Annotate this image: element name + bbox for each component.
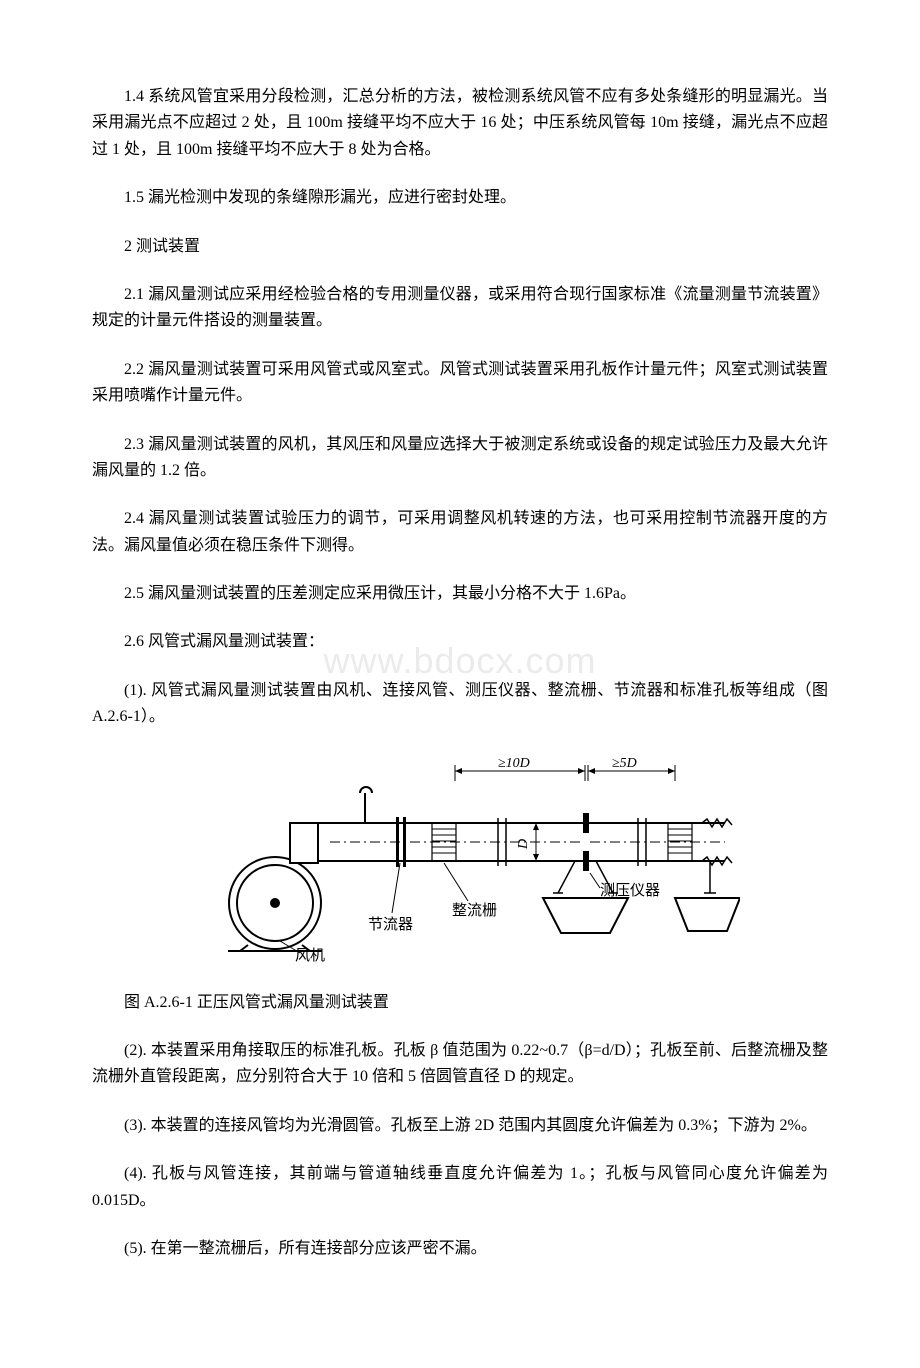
- figure-a261: ≥10D ≥5D: [92, 753, 828, 968]
- end-gauge: [675, 861, 740, 931]
- label-gauge: 测压仪器: [590, 873, 660, 899]
- figure-caption: 图 A.2.6-1 正压风管式漏风量测试装置: [92, 990, 828, 1016]
- paragraph-2-6-3: (3). 本装置的连接风管均为光滑圆管。孔板至上游 2D 范围内其圆度允许偏差为…: [92, 1113, 828, 1139]
- gauge-label: 测压仪器: [600, 882, 660, 899]
- fan-label: 风机: [295, 947, 325, 963]
- dimension-10d: ≥10D: [455, 756, 585, 781]
- throttle-handle: [360, 787, 372, 823]
- paragraph-1-5: 1.5 漏光检测中发现的条缝隙形漏光，应进行密封处理。: [92, 185, 828, 211]
- duct-leak-test-diagram-svg: ≥10D ≥5D: [180, 753, 740, 963]
- paragraph-2-2: 2.2 漏风量测试装置可采用风管式或风室式。风管式测试装置采用孔板作计量元件；风…: [92, 357, 828, 410]
- dim-10d-label: ≥10D: [498, 756, 530, 771]
- rectifier-label: 整流栅: [452, 902, 497, 919]
- paragraph-2-6-5: (5). 在第一整流栅后，所有连接部分应该严密不漏。: [92, 1236, 828, 1262]
- dimension-5d: ≥5D: [588, 756, 675, 781]
- paragraph-2-6: 2.6 风管式漏风量测试装置：: [92, 629, 828, 655]
- fan-symbol: [210, 823, 330, 951]
- dim-d-label: D: [516, 839, 531, 850]
- paragraph-2-6-1: (1). 风管式漏风量测试装置由风机、连接风管、测压仪器、整流栅、节流器和标准孔…: [92, 678, 828, 731]
- paragraph-2-6-4: (4). 孔板与风管连接，其前端与管道轴线垂直度允许偏差为 1。；孔板与风管同心…: [92, 1161, 828, 1214]
- section-heading-2: 2 测试装置: [92, 234, 828, 260]
- orifice-plate: [543, 813, 628, 933]
- dimension-d: D: [516, 823, 539, 861]
- throttle-label: 节流器: [368, 916, 413, 933]
- paragraph-2-6-2: (2). 本装置采用角接取压的标准孔板。孔板 β 值范围为 0.22~0.7（β…: [92, 1038, 828, 1091]
- paragraph-2-3: 2.3 漏风量测试装置的风机，其风压和风量应选择大于被测定系统或设备的规定试验压…: [92, 432, 828, 485]
- paragraph-2-5: 2.5 漏风量测试装置的压差测定应采用微压计，其最小分格不大于 1.6Pa。: [92, 581, 828, 607]
- paragraph-2-1: 2.1 漏风量测试应采用经检验合格的专用测量仪器，或采用符合现行国家标准《流量测…: [92, 282, 828, 335]
- paragraph-1-4: 1.4 系统风管宜采用分段检测，汇总分析的方法，被检测系统风管不应有多处条缝形的…: [92, 84, 828, 163]
- dim-5d-label: ≥5D: [612, 756, 637, 771]
- label-rectifier: 整流栅: [444, 863, 497, 919]
- label-throttle: 节流器: [368, 863, 413, 933]
- flange-1: [396, 817, 406, 867]
- paragraph-2-4: 2.4 漏风量测试装置试验压力的调节，可采用调整风机转速的方法，也可采用控制节流…: [92, 506, 828, 559]
